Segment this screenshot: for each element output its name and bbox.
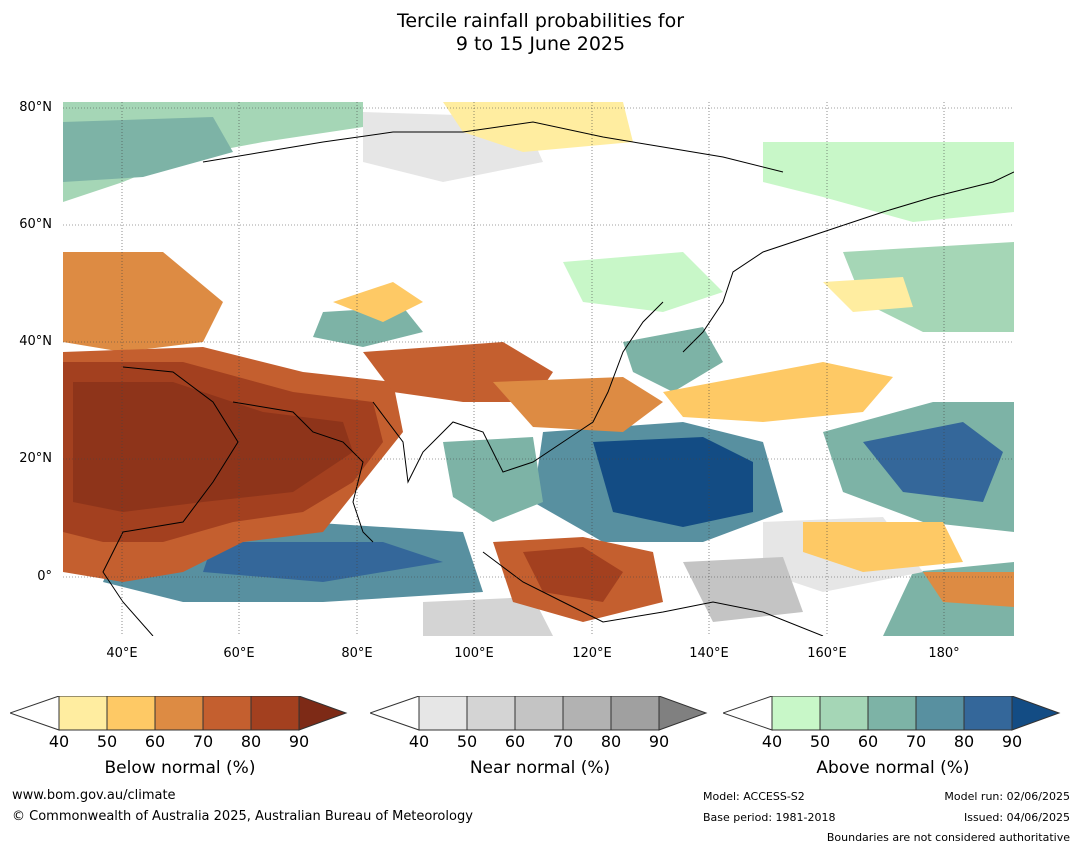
tick-label: 40 (761, 732, 783, 751)
issued-date: Issued: 04/06/2025 (963, 811, 1070, 824)
colorbar-below-normal-scale (10, 696, 348, 731)
tick-label: 60 (504, 732, 526, 751)
colorbar-near-label: Near normal (%) (469, 758, 611, 778)
lon-label-120e: 120°E (572, 646, 612, 661)
colorbar-above-label: Above normal (%) (816, 758, 970, 778)
tick-label: 70 (192, 732, 214, 751)
colorbar-near-normal: 40 50 60 70 80 90 Near normal (%) (370, 696, 710, 778)
lon-label-80e: 80°E (341, 646, 373, 661)
copyright-text: © Commonwealth of Australia 2025, Austra… (12, 809, 473, 824)
chart-title: Tercile rainfall probabilities for 9 to … (0, 10, 1081, 56)
coastlines (102, 121, 1014, 636)
model-name: Model: ACCESS-S2 (703, 790, 805, 803)
boundaries-disclaimer: Boundaries are not considered authoritat… (826, 831, 1070, 844)
below-normal-fields (63, 102, 1014, 622)
title-line-1: Tercile rainfall probabilities for (396, 10, 685, 32)
lat-label-40n: 40°N (19, 334, 52, 349)
lat-label-20n: 20°N (19, 451, 52, 466)
tick-label: 90 (648, 732, 670, 751)
website-link[interactable]: www.bom.gov.au/climate (12, 788, 176, 803)
tick-label: 70 (552, 732, 574, 751)
tick-label: 70 (905, 732, 927, 751)
tick-label: 60 (144, 732, 166, 751)
lon-label-140e: 140°E (689, 646, 729, 661)
colorbar-above-normal-scale (723, 696, 1061, 731)
tick-label: 80 (600, 732, 622, 751)
lon-label-180: 180° (928, 646, 960, 661)
base-period: Base period: 1981-2018 (703, 811, 836, 824)
tick-label: 90 (1001, 732, 1023, 751)
tick-label: 80 (953, 732, 975, 751)
tick-label: 50 (456, 732, 478, 751)
lon-label-160e: 160°E (807, 646, 847, 661)
tick-label: 80 (240, 732, 262, 751)
rainfall-probability-map (63, 102, 1014, 636)
lon-label-60e: 60°E (223, 646, 255, 661)
lat-label-60n: 60°N (19, 217, 52, 232)
lat-label-80n: 80°N (19, 100, 52, 115)
gridlines (63, 102, 1014, 636)
colorbar-below-label: Below normal (%) (104, 758, 256, 778)
lon-label-40e: 40°E (106, 646, 138, 661)
tick-label: 40 (408, 732, 430, 751)
model-run-date: Model run: 02/06/2025 (944, 790, 1070, 803)
colorbar-below-normal: 40 50 60 70 80 90 Below normal (%) (10, 696, 350, 778)
tick-label: 90 (288, 732, 310, 751)
tick-label: 50 (96, 732, 118, 751)
colorbar-near-normal-scale (370, 696, 708, 731)
colorbar-above-normal: 40 50 60 70 80 90 Above normal (%) (723, 696, 1063, 778)
lon-label-100e: 100°E (454, 646, 494, 661)
lat-label-0: 0° (37, 569, 52, 584)
title-line-2: 9 to 15 June 2025 (455, 33, 626, 55)
tick-label: 60 (857, 732, 879, 751)
tick-label: 40 (48, 732, 70, 751)
tick-label: 50 (809, 732, 831, 751)
